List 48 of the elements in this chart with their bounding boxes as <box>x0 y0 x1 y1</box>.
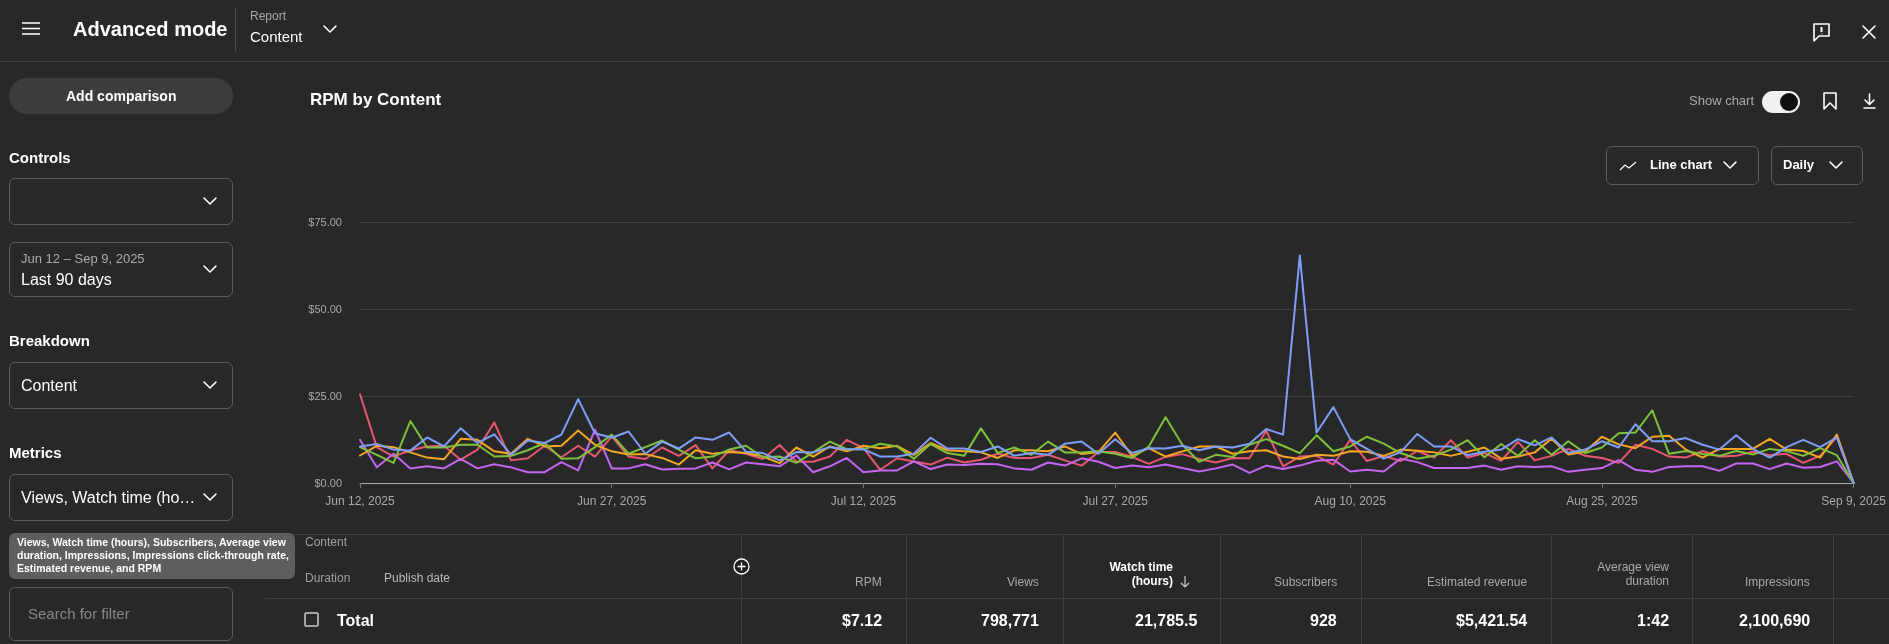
text: Watch time (hours) <box>1108 559 1173 589</box>
text: Duration <box>305 571 351 586</box>
text: 2,100,690 <box>1739 610 1811 630</box>
text: 798,771 <box>981 610 1039 630</box>
text: $7.12 <box>842 610 883 630</box>
x-tick-label: Jul 27, 2025 <box>1082 494 1149 508</box>
y-tick-label: $50.00 <box>308 303 342 315</box>
chart-title: RPM by Content <box>310 90 442 109</box>
text: Metrics <box>9 444 62 462</box>
y-tick-label: $25.00 <box>308 390 342 402</box>
text: Advanced mode <box>73 17 228 41</box>
x-tick-label: Aug 10, 2025 <box>1314 494 1387 508</box>
text: Search for filter <box>28 605 130 623</box>
y-tick-label: $75.00 <box>308 216 342 228</box>
x-tick-label: Sep 9, 2025 <box>1821 494 1887 508</box>
text: Estimated revenue <box>1427 575 1528 590</box>
text: Add comparison <box>66 87 177 105</box>
text: Report <box>250 9 287 24</box>
text: Last 90 days <box>21 269 112 289</box>
x-tick-label: Aug 25, 2025 <box>1566 494 1638 508</box>
text: Subscribers <box>1274 575 1338 590</box>
text: Content <box>250 28 303 46</box>
text: RPM <box>855 575 882 590</box>
text: Breakdown <box>9 332 90 350</box>
text: 928 <box>1310 610 1337 630</box>
x-tick-label: Jul 12, 2025 <box>830 494 897 508</box>
text: Views <box>1007 575 1039 590</box>
text: Total <box>337 610 375 630</box>
text: 21,785.5 <box>1135 610 1198 630</box>
line-series <box>359 409 1855 484</box>
text: Average view duration <box>1596 559 1669 589</box>
text: Daily <box>1783 157 1815 173</box>
text: Impressions <box>1745 575 1810 590</box>
y-tick-label: $0.00 <box>314 477 342 489</box>
x-tick-label: Jun 27, 2025 <box>577 494 647 508</box>
line-series <box>359 254 1855 484</box>
tooltip: Views, Watch time (hours), Subscribers, Average view duration, Impressions, Impressions click-through rate, Estimated revenue, and RPM <box>9 533 295 579</box>
text: 1:42 <box>1637 610 1670 630</box>
text: Jun 12 – Sep 9, 2025 <box>21 251 145 267</box>
text: Views, Watch time (ho… <box>21 487 196 507</box>
text: Publish date <box>384 571 451 586</box>
text: Show chart <box>1689 93 1755 109</box>
text: Controls <box>9 149 71 167</box>
x-tick-label: Jun 12, 2025 <box>325 494 396 508</box>
text: $5,421.54 <box>1456 610 1528 630</box>
text: Content <box>305 535 348 550</box>
text: Line chart <box>1650 157 1713 173</box>
text: Content <box>21 375 78 395</box>
